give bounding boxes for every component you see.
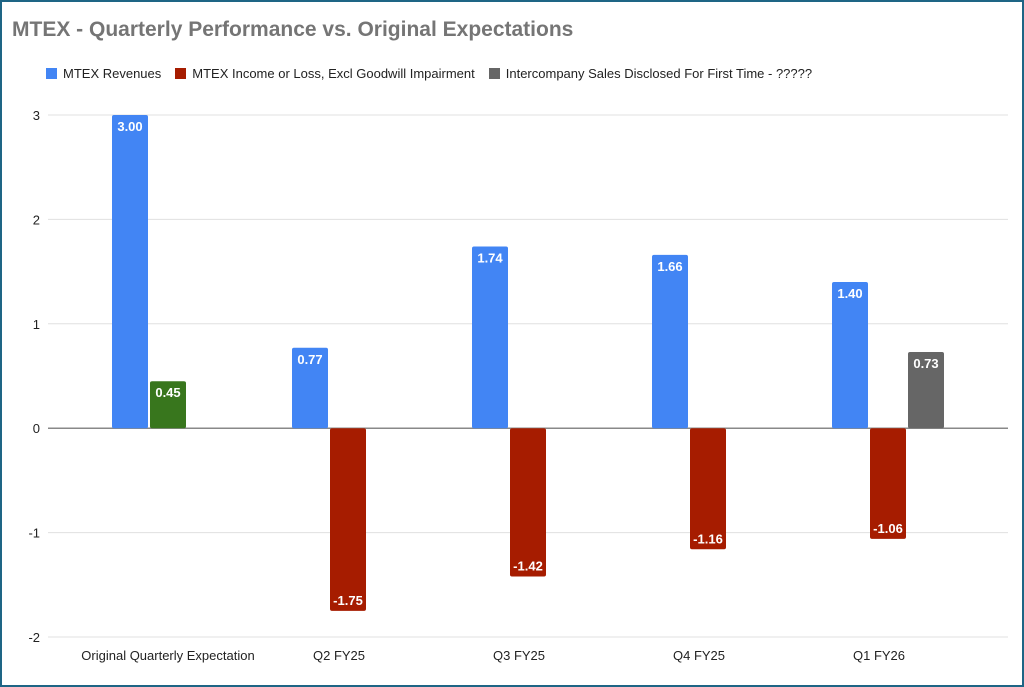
data-label: 0.45 <box>155 385 180 400</box>
x-tick-label: Q3 FY25 <box>493 648 545 663</box>
y-tick-label: 2 <box>33 212 40 227</box>
data-label: -1.75 <box>333 593 363 608</box>
data-label: 1.74 <box>477 251 503 266</box>
bar <box>510 428 546 577</box>
bar <box>908 351 944 429</box>
legend: MTEX Revenues MTEX Income or Loss, Excl … <box>46 66 812 81</box>
bar <box>870 428 906 539</box>
legend-item-revenues: MTEX Revenues <box>46 66 161 81</box>
data-label: -1.42 <box>513 558 543 573</box>
legend-label: Intercompany Sales Disclosed For First T… <box>505 66 813 81</box>
data-label: 3.00 <box>117 119 142 134</box>
x-tick-label: Q2 FY25 <box>313 648 365 663</box>
chart-title: MTEX - Quarterly Performance vs. Origina… <box>12 18 574 41</box>
data-label: 0.77 <box>297 352 322 367</box>
data-label: 1.40 <box>837 286 862 301</box>
x-tick-label: Q4 FY25 <box>673 648 725 663</box>
bar <box>292 347 328 429</box>
bar <box>112 115 148 429</box>
y-tick-label: -2 <box>28 630 40 645</box>
legend-label: MTEX Revenues <box>63 66 162 81</box>
data-label: 0.73 <box>913 356 938 371</box>
y-tick-label: -1 <box>28 526 40 541</box>
bar <box>150 381 186 429</box>
legend-swatch <box>175 68 187 79</box>
bar <box>832 282 868 429</box>
legend-label: MTEX Income or Loss, Excl Goodwill Impai… <box>192 66 475 81</box>
data-label: -1.16 <box>693 531 723 546</box>
data-label: 1.66 <box>657 259 682 274</box>
legend-item-income: MTEX Income or Loss, Excl Goodwill Impai… <box>175 66 475 81</box>
data-label: -1.06 <box>873 521 903 536</box>
y-tick-label: 1 <box>33 317 40 332</box>
legend-swatch <box>46 68 57 79</box>
bar <box>652 254 688 429</box>
bar <box>472 246 508 429</box>
bar <box>330 428 366 611</box>
y-tick-label: 0 <box>33 421 40 436</box>
legend-swatch <box>488 68 500 79</box>
x-tick-label: Q1 FY26 <box>853 648 905 663</box>
x-tick-label: Original Quarterly Expectation <box>81 648 254 663</box>
y-tick-label: 3 <box>33 108 40 123</box>
legend-item-intercompany: Intercompany Sales Disclosed For First T… <box>488 66 813 81</box>
bar <box>690 428 726 550</box>
